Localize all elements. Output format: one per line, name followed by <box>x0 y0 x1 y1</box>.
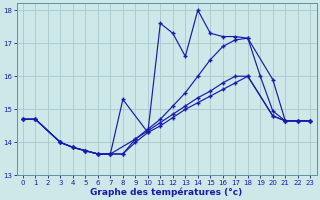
X-axis label: Graphe des températures (°c): Graphe des températures (°c) <box>91 187 243 197</box>
